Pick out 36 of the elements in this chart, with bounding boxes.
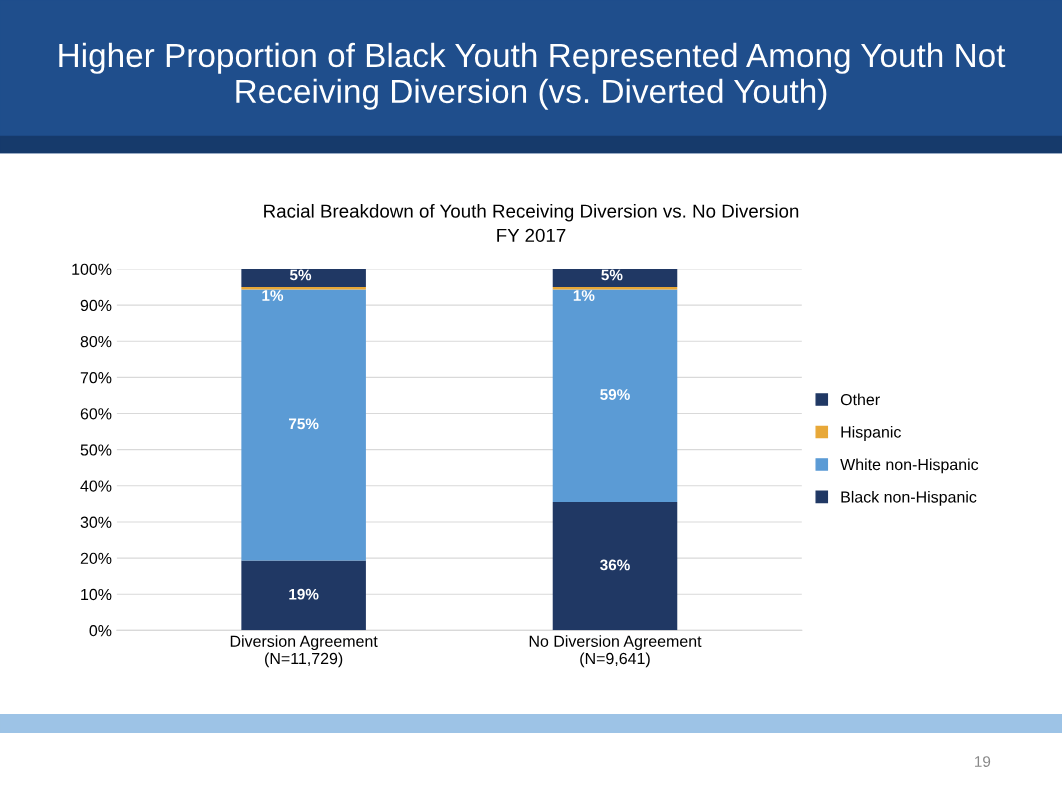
y-tick-label: 50% xyxy=(80,444,112,456)
data-label: 36% xyxy=(600,559,630,571)
legend-label: Other xyxy=(840,393,880,406)
bar xyxy=(241,560,366,631)
legend-label: Black non-Hispanic xyxy=(841,490,977,506)
data-label: 1% xyxy=(573,290,595,301)
bar xyxy=(552,289,678,503)
y-tick-label: 0% xyxy=(89,624,112,637)
chart-title: Higher Proportion of Black Youth Represented Among Youth Not Receiving Diversion (vs. Diverted Youth) xyxy=(59,42,1006,110)
x-tick-label: No Diversion Agreement (N=9,641) xyxy=(529,635,702,668)
y-tick-label: 90% xyxy=(80,299,112,312)
bar xyxy=(552,269,678,288)
y-tick-label: 60% xyxy=(80,408,112,420)
y-tick-label: 10% xyxy=(81,588,112,601)
legend-label: White non-Hispanic xyxy=(840,458,979,474)
y-tick-label: 30% xyxy=(80,516,112,528)
bar xyxy=(241,289,366,561)
bar xyxy=(552,502,678,631)
data-label: 1% xyxy=(262,290,284,301)
legend-label: Hispanic xyxy=(841,426,901,441)
y-tick-label: 70% xyxy=(80,372,112,384)
data-label: 5% xyxy=(289,269,312,281)
y-tick-label: 80% xyxy=(80,335,112,348)
data-label: 19% xyxy=(289,588,319,600)
bar xyxy=(552,287,678,290)
x-tick-label: Diversion Agreement (N=11,729) xyxy=(230,635,378,668)
data-label: 59% xyxy=(600,389,630,400)
bar xyxy=(241,287,366,290)
text: 19 xyxy=(975,756,991,767)
data-label: 5% xyxy=(601,269,623,281)
y-tick-label: 40% xyxy=(80,480,112,492)
chart-subtitle: Racial Breakdown of Youth Receiving Diversion vs. No Diversion FY 2017 xyxy=(264,203,799,243)
y-tick-label: 100% xyxy=(72,263,112,275)
bar xyxy=(241,269,366,288)
data-label: 75% xyxy=(289,418,319,430)
y-tick-label: 20% xyxy=(80,552,112,565)
